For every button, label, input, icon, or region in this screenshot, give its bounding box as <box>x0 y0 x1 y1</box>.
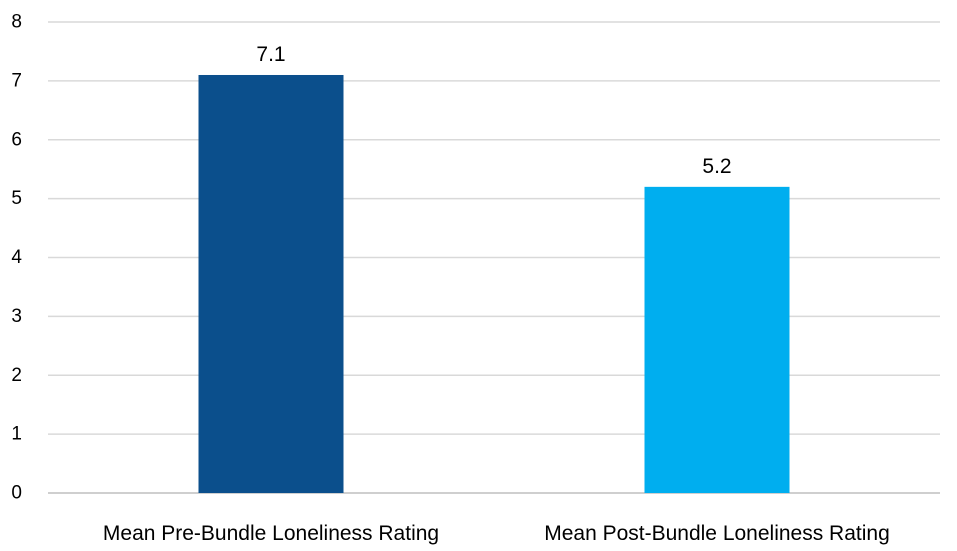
bar-post-bundle <box>644 186 790 493</box>
x-category-label: Mean Post-Bundle Loneliness Rating <box>544 522 890 545</box>
bar-pre-bundle <box>198 74 344 494</box>
bars <box>198 74 790 494</box>
y-tick-label: 5 <box>11 188 22 209</box>
y-tick-label: 6 <box>11 129 22 150</box>
gridlines <box>48 21 940 494</box>
y-tick-label: 7 <box>11 70 22 91</box>
y-tick-label: 2 <box>11 365 22 386</box>
y-axis-tick-labels: 0 1 2 3 4 5 6 7 8 <box>11 12 22 504</box>
y-tick-label: 0 <box>11 483 22 504</box>
x-category-label: Mean Pre-Bundle Loneliness Rating <box>103 522 439 545</box>
y-tick-label: 1 <box>11 424 22 445</box>
y-tick-label: 8 <box>11 12 22 33</box>
data-label: 5.2 <box>702 155 731 178</box>
y-tick-label: 3 <box>11 306 22 327</box>
y-tick-label: 4 <box>11 247 22 268</box>
data-label: 7.1 <box>256 43 285 66</box>
data-labels: 7.1 5.2 <box>256 43 731 178</box>
x-axis-category-labels: Mean Pre-Bundle Loneliness Rating Mean Po… <box>103 522 890 545</box>
